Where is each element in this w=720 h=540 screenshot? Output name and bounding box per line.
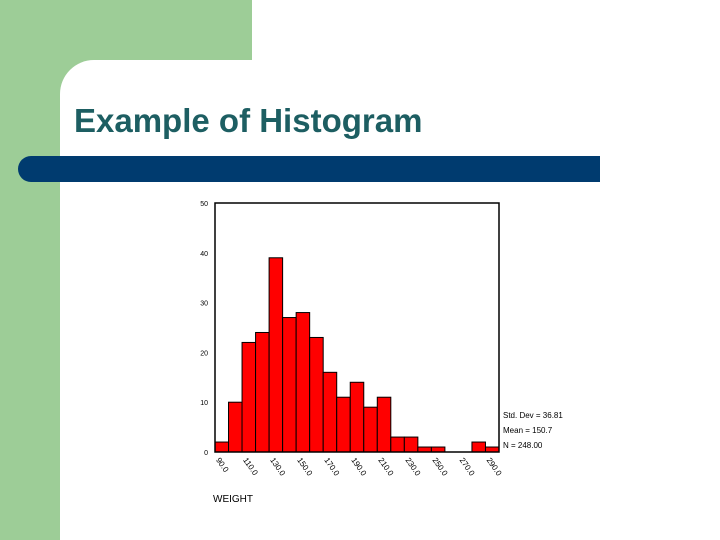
histogram-bar: [268, 257, 284, 453]
x-tick-label: 170.0: [322, 456, 341, 478]
x-tick-label: 210.0: [376, 456, 395, 478]
histogram-bar: [349, 381, 365, 453]
x-tick-label: 150.0: [295, 456, 314, 478]
plot-frame: [214, 202, 500, 453]
histogram-bar: [214, 441, 230, 453]
y-tick-label: 30: [200, 301, 208, 308]
content-panel: [60, 60, 720, 540]
y-tick-label: 20: [200, 350, 208, 357]
x-tick-label: 250.0: [431, 456, 450, 478]
histogram-bar: [295, 312, 311, 453]
stats-label: N = 248.00: [503, 441, 543, 450]
stats-label: Mean = 150.7: [503, 426, 553, 435]
histogram-bar: [363, 406, 378, 453]
y-tick-label: 40: [200, 251, 208, 258]
histogram-bar: [471, 441, 486, 453]
x-tick-label: 190.0: [349, 456, 368, 478]
histogram-bar: [228, 401, 243, 453]
histogram-bar: [376, 396, 392, 453]
y-tick-label: 0: [204, 450, 208, 457]
x-axis-label: WEIGHT: [213, 494, 253, 505]
histogram-bar: [309, 336, 324, 453]
slide-title: Example of Histogram: [74, 102, 423, 139]
histogram-bar: [390, 436, 405, 453]
histogram-bar: [336, 396, 351, 453]
histogram-bar: [282, 317, 297, 453]
histogram-bar: [403, 436, 419, 453]
x-tick-label: 290.0: [485, 456, 504, 478]
stats-label: Std. Dev = 36.81: [503, 411, 563, 420]
histogram-bar: [322, 371, 338, 453]
y-tick-label: 50: [200, 201, 208, 208]
x-tick-label: 110.0: [241, 456, 260, 478]
x-tick-label: 130.0: [268, 456, 287, 478]
x-tick-label: 230.0: [403, 456, 422, 478]
histogram-bar: [241, 341, 257, 453]
x-tick-label: 90.0: [214, 456, 231, 474]
x-tick-label: 270.0: [458, 456, 477, 478]
y-tick-label: 10: [200, 400, 208, 407]
title-underline-bar: [18, 156, 600, 182]
histogram-bar: [255, 331, 270, 453]
